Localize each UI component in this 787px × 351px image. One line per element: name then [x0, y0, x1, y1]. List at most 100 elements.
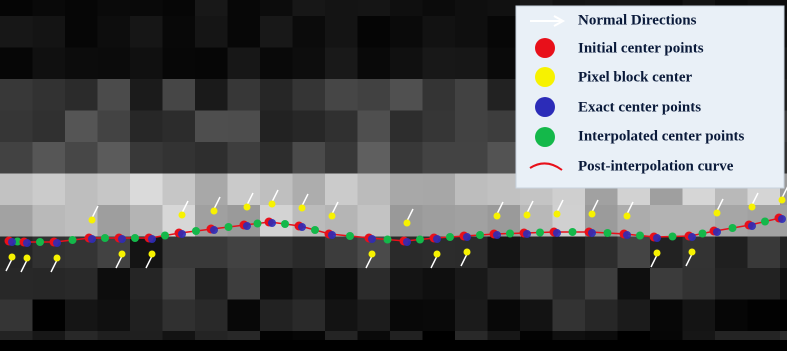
pixel: [98, 79, 131, 111]
pixel: [325, 48, 358, 80]
pixel: [130, 0, 163, 17]
pixel: [358, 205, 391, 237]
pixel: [423, 205, 456, 237]
figure: Normal Directions Initial center points …: [0, 0, 787, 351]
pixel: [163, 0, 196, 17]
interpolated-point: [536, 229, 544, 237]
pixel: [33, 0, 66, 17]
pixel: [195, 142, 228, 174]
pixel: [423, 300, 456, 332]
pixel: [195, 79, 228, 111]
pixel-center: [404, 220, 411, 227]
pixel: [65, 268, 98, 300]
pixel: [163, 300, 196, 332]
pixel: [163, 16, 196, 48]
pixel: [618, 237, 651, 269]
pixel: [65, 111, 98, 143]
pixel-center: [624, 213, 631, 220]
pixel: [33, 205, 66, 237]
exact-point: [243, 222, 251, 230]
exact-point: [433, 235, 441, 243]
pixel: [195, 174, 228, 206]
pixel-center: [589, 211, 596, 218]
pixel: [228, 300, 261, 332]
exact-point: [713, 228, 721, 236]
legend-green: [535, 127, 555, 147]
pixel: [358, 48, 391, 80]
pixel-center: [714, 210, 721, 217]
pixel: [130, 300, 163, 332]
pixel: [455, 205, 488, 237]
pixel: [33, 300, 66, 332]
pixel: [260, 79, 293, 111]
pixel: [130, 174, 163, 206]
pixel: [260, 268, 293, 300]
pixel: [293, 0, 326, 17]
pixel: [195, 268, 228, 300]
pixel: [260, 300, 293, 332]
pixel: [390, 16, 423, 48]
exact-point: [368, 235, 376, 243]
interpolated-point: [311, 226, 319, 234]
pixel: [390, 174, 423, 206]
exact-point: [268, 219, 276, 227]
pixel: [293, 300, 326, 332]
exact-point: [748, 222, 756, 230]
pixel: [130, 16, 163, 48]
pixel: [260, 111, 293, 143]
pixel: [455, 79, 488, 111]
pixel: [293, 48, 326, 80]
pixel: [325, 16, 358, 48]
pixel: [455, 16, 488, 48]
pixel: [163, 79, 196, 111]
pixel: [98, 142, 131, 174]
pixel: [293, 16, 326, 48]
pixel: [455, 300, 488, 332]
pixel: [423, 268, 456, 300]
pixel: [455, 268, 488, 300]
pixel: [130, 48, 163, 80]
bottom-strip: [0, 340, 787, 351]
legend-label: Initial center points: [578, 40, 704, 56]
pixel-center: [179, 212, 186, 219]
pixel: [585, 300, 618, 332]
pixel: [33, 16, 66, 48]
pixel-center: [434, 251, 441, 258]
pixel: [0, 142, 33, 174]
pixel: [163, 268, 196, 300]
exact-point: [210, 226, 218, 234]
pixel-center: [554, 211, 561, 218]
pixel: [325, 237, 358, 269]
pixel-center: [494, 213, 501, 220]
pixel: [33, 268, 66, 300]
pixel-center: [464, 249, 471, 256]
pixel: [455, 48, 488, 80]
pixel: [423, 111, 456, 143]
pixel-center: [119, 251, 126, 258]
pixel: [423, 142, 456, 174]
pixel: [715, 237, 748, 269]
pixel: [195, 237, 228, 269]
exact-point: [778, 215, 786, 223]
pixel: [260, 174, 293, 206]
interpolated-point: [506, 230, 514, 238]
pixel: [520, 268, 553, 300]
pixel-center: [211, 208, 218, 215]
pixel: [390, 268, 423, 300]
pixel-center: [149, 251, 156, 258]
pixel: [260, 0, 293, 17]
pixel: [455, 111, 488, 143]
pixel: [195, 48, 228, 80]
pixel: [455, 142, 488, 174]
pixel-center: [244, 204, 251, 211]
pixel: [293, 237, 326, 269]
pixel: [325, 300, 358, 332]
pixel: [358, 142, 391, 174]
pixel: [390, 0, 423, 17]
pixel: [33, 79, 66, 111]
pixel: [0, 205, 33, 237]
pixel: [293, 174, 326, 206]
pixel: [228, 237, 261, 269]
pixel: [650, 300, 683, 332]
pixel: [715, 300, 748, 332]
